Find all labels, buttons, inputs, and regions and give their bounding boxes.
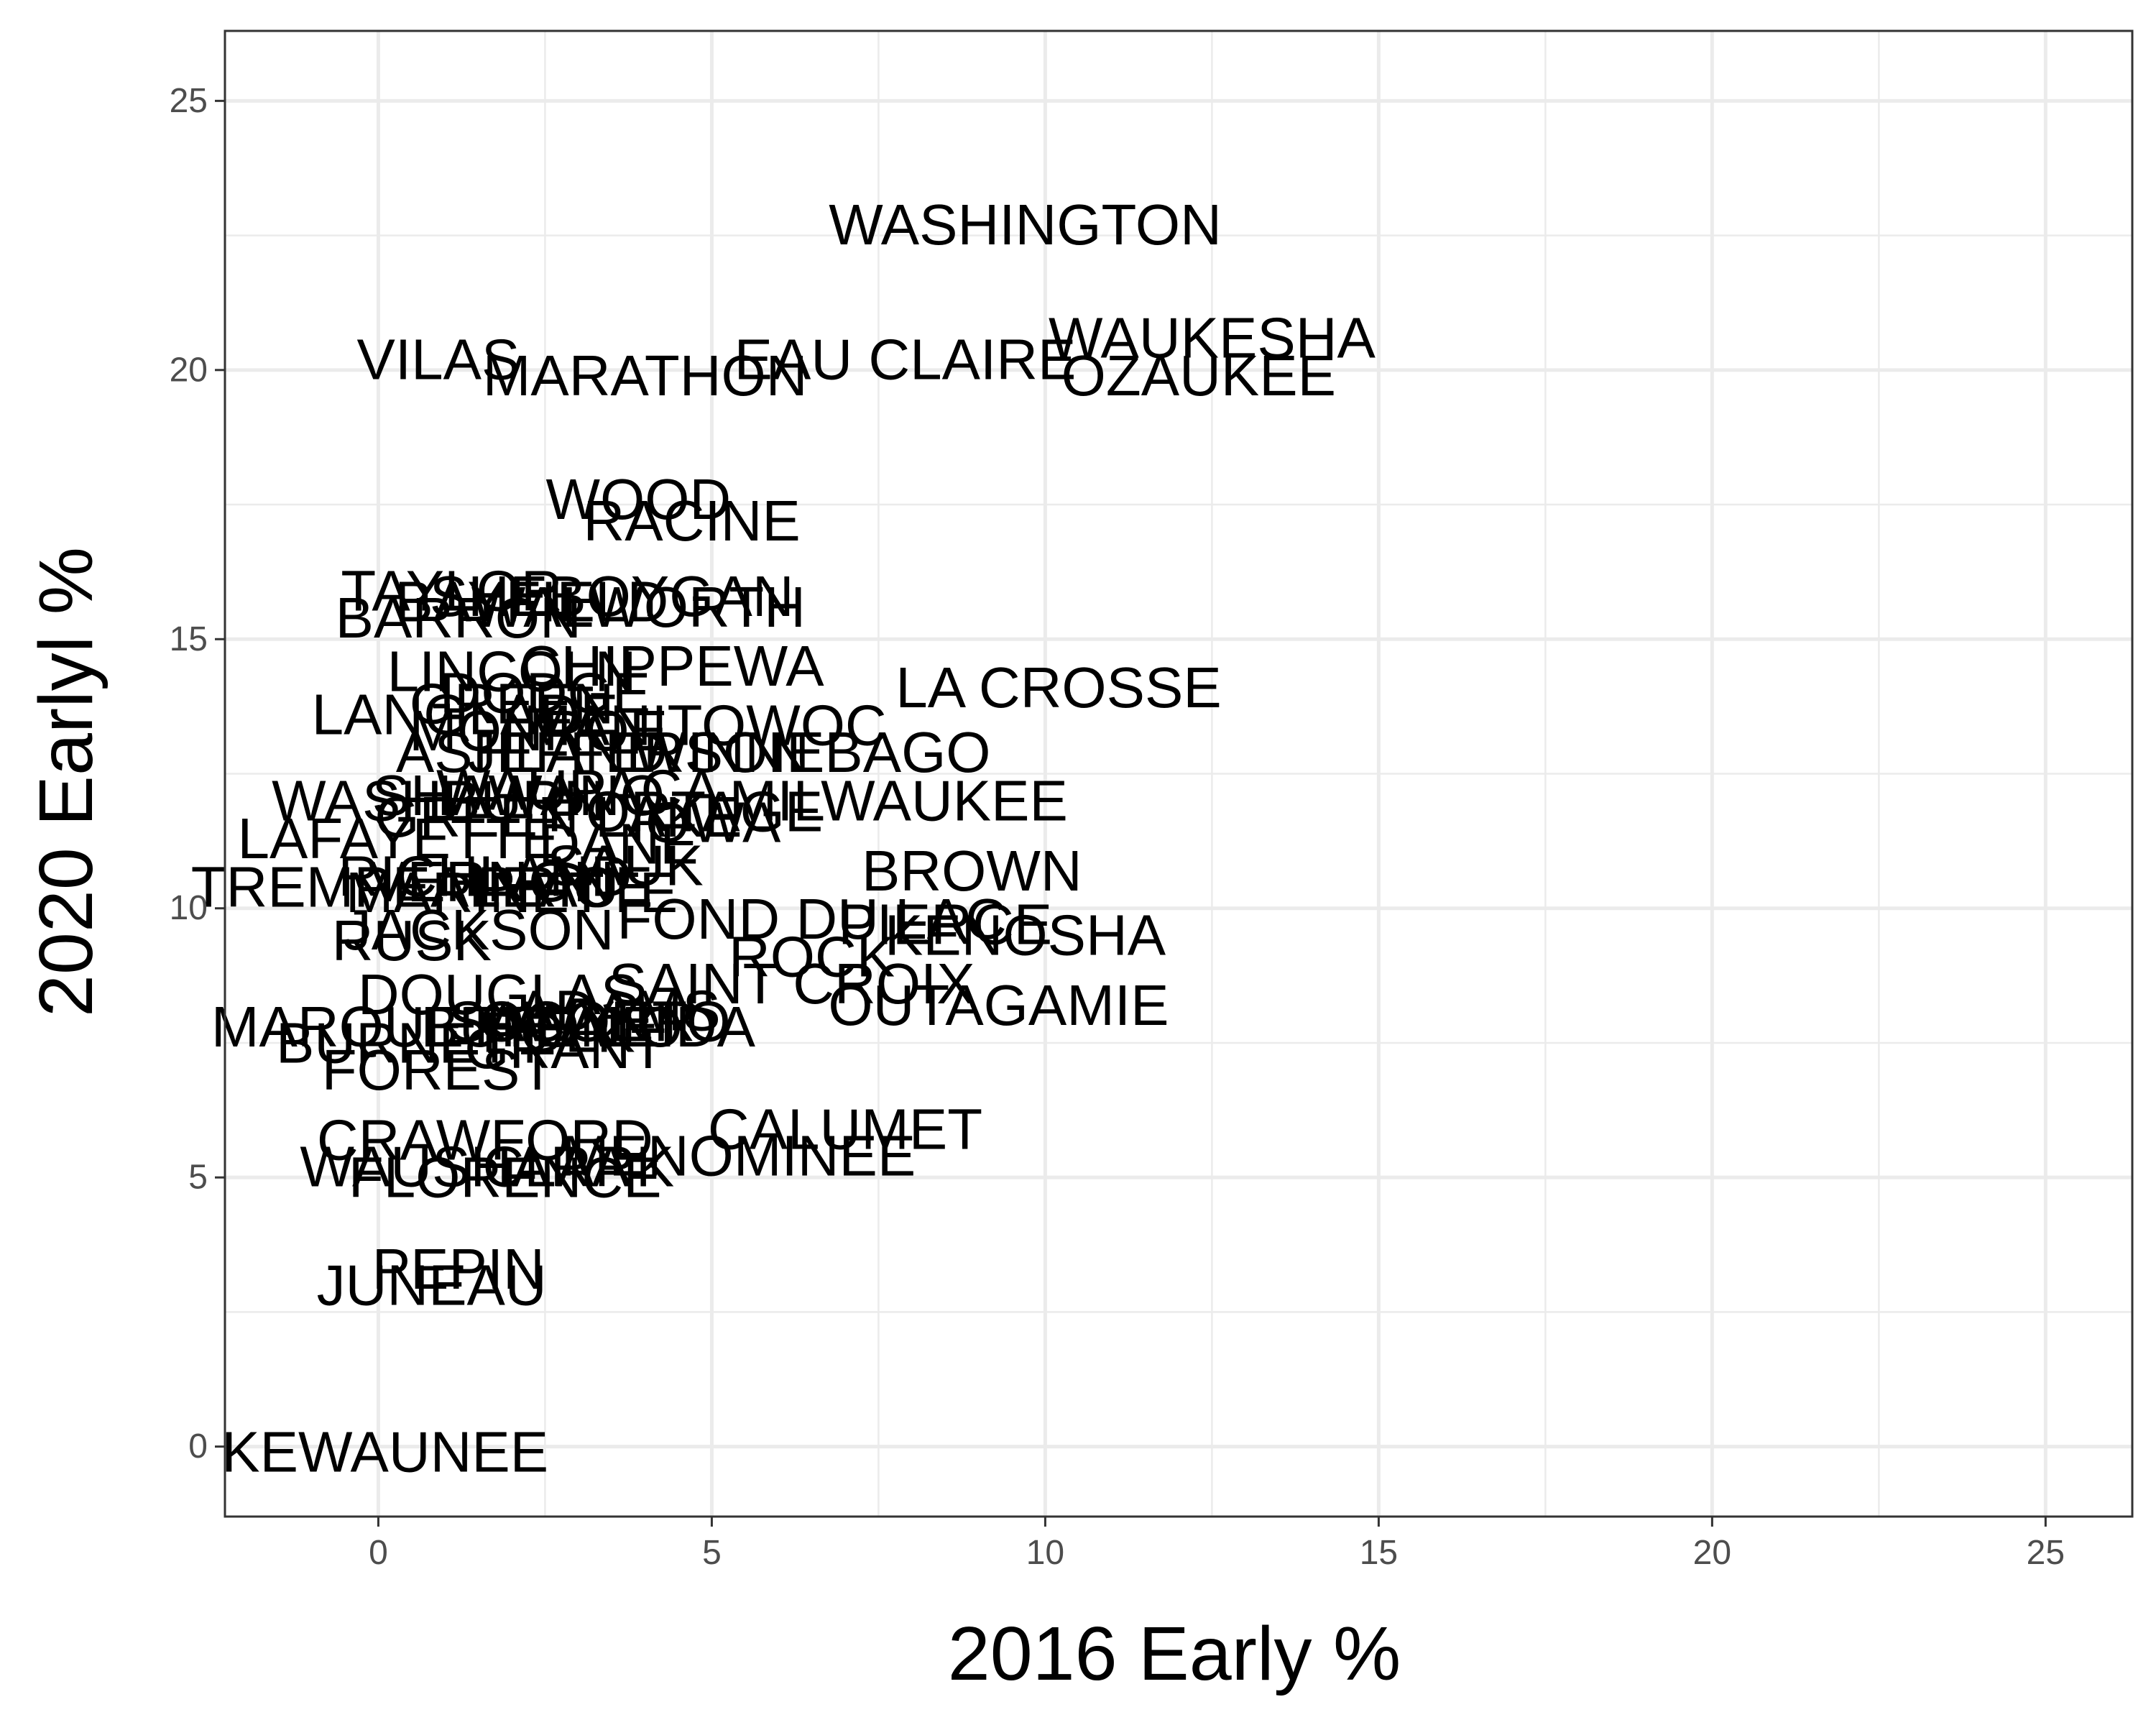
- point-label: WAUKESHA: [1049, 305, 1376, 369]
- minor-gridlines: [225, 31, 2132, 1517]
- y-tick-label: 5: [188, 1159, 208, 1197]
- point-label: FLORENCE: [349, 1146, 662, 1210]
- point-label: FOND DU LAC: [617, 887, 1006, 951]
- point-label: MARQUETTE: [211, 995, 572, 1059]
- point-label: VILAS: [357, 327, 520, 391]
- point-label: JEFFERSON: [468, 720, 810, 784]
- point-label: MILWAUKEE: [729, 768, 1068, 832]
- point-label: WAUSHARA: [300, 1135, 630, 1199]
- point-label: RACINE: [583, 489, 800, 553]
- point-label: OZAUKEE: [1061, 344, 1336, 408]
- point-label: SAUK: [547, 833, 704, 897]
- point-label: TREMPEALEAU: [191, 855, 619, 919]
- x-tick-label: 10: [1026, 1534, 1064, 1572]
- point-label: TAYLOR: [341, 558, 562, 622]
- point-label: MONROE: [409, 699, 668, 763]
- point-label: JACKSON: [343, 898, 614, 962]
- point-label: SAINT CROIX: [609, 952, 975, 1016]
- point-label: GREEN: [410, 672, 614, 736]
- point-label: RICHLAND: [338, 844, 632, 908]
- point-label: GREEN LAKE: [374, 785, 742, 849]
- point-label: BARRON: [336, 586, 581, 650]
- point-label: CHIPPEWA: [520, 634, 824, 698]
- y-tick-label: 10: [170, 889, 208, 927]
- point-label: POLK: [482, 1000, 635, 1064]
- point-label: WINNEBAGO: [633, 720, 991, 784]
- point-label: VERNON: [369, 850, 614, 914]
- y-axis-title: 2020 Earlyl %: [24, 547, 109, 1017]
- point-label: WASHINGTON: [829, 193, 1222, 257]
- x-tick-label: 0: [369, 1534, 388, 1572]
- point-label: LINCOLN: [387, 640, 637, 704]
- point-label: CLARK: [482, 1135, 674, 1199]
- point-label: SAWYER: [448, 990, 696, 1054]
- point-label: OUTAGAMIE: [828, 973, 1169, 1037]
- panel-border: [224, 29, 2134, 1518]
- point-label: KENOSHA: [885, 903, 1166, 967]
- point-label: ROCK: [729, 925, 895, 989]
- point-label: ASHLAND: [396, 720, 668, 784]
- point-label: RUSK: [332, 908, 492, 972]
- point-label: DOUGLAS: [358, 962, 639, 1026]
- x-tick-label: 25: [2027, 1534, 2065, 1572]
- y-tick-label: 25: [170, 82, 208, 120]
- y-axis-ticks: 0 5 10 15 20 25: [170, 82, 225, 1466]
- point-label: WAUPACA: [436, 758, 721, 822]
- point-label: SHAWANO: [372, 763, 665, 827]
- point-label: SHEBOYGAN: [430, 564, 794, 628]
- point-label: CRAWFORD: [317, 1108, 653, 1172]
- x-tick-label: 15: [1360, 1534, 1398, 1572]
- point-label: PEPIN: [372, 1237, 545, 1301]
- point-label: ONEIDA: [535, 995, 755, 1059]
- point-label: KEWAUNEE: [221, 1420, 548, 1484]
- x-tick-label: 20: [1693, 1534, 1731, 1572]
- point-label: BROWN: [862, 839, 1082, 903]
- point-label: JUNEAU: [317, 1253, 547, 1317]
- x-axis-ticks: 0 5 10 15 20 25: [369, 1517, 2065, 1572]
- point-label: BAYFIELD: [395, 569, 668, 633]
- panel-frame: [224, 29, 2134, 1518]
- point-label: LA CROSSE: [895, 656, 1222, 719]
- point-label: DODGE: [440, 661, 650, 725]
- point-label: MANITOWOC: [524, 694, 887, 758]
- point-label: ADAMS: [516, 979, 721, 1043]
- point-label: OCONTO: [479, 990, 731, 1054]
- point-label: PORTAGE: [547, 779, 823, 843]
- point-label: PRICE: [477, 855, 653, 919]
- point-label: BUFFALO: [420, 995, 683, 1059]
- major-gridlines: [225, 31, 2132, 1517]
- point-label: MENOMINEE: [561, 1124, 916, 1188]
- point-label: MARINETTE: [346, 860, 678, 924]
- point-label: PIERCE: [838, 893, 1052, 957]
- point-label: GRANT: [464, 1016, 665, 1080]
- point-label: WASHBURN: [272, 768, 605, 832]
- point-label: EAU CLAIRE: [734, 327, 1077, 391]
- y-tick-label: 0: [188, 1427, 208, 1466]
- y-tick-label: 15: [170, 620, 208, 658]
- point-label: IOWA: [630, 790, 781, 854]
- point-label: LANGLADE: [312, 683, 619, 747]
- point-label: DANE: [538, 811, 698, 875]
- point-label: BURNETT: [276, 1011, 548, 1075]
- point-label: LAFAYETTE: [237, 806, 559, 870]
- point-label: FOREST: [322, 1038, 555, 1102]
- x-axis-title: 2016 Early %: [948, 1611, 1401, 1696]
- x-tick-label: 5: [702, 1534, 722, 1572]
- y-tick-label: 20: [170, 351, 208, 389]
- point-label: WOOD: [545, 467, 731, 531]
- point-label: MARATHON: [483, 344, 808, 408]
- point-label: CALUMET: [708, 1097, 982, 1161]
- point-label: WALWORTH: [471, 575, 806, 639]
